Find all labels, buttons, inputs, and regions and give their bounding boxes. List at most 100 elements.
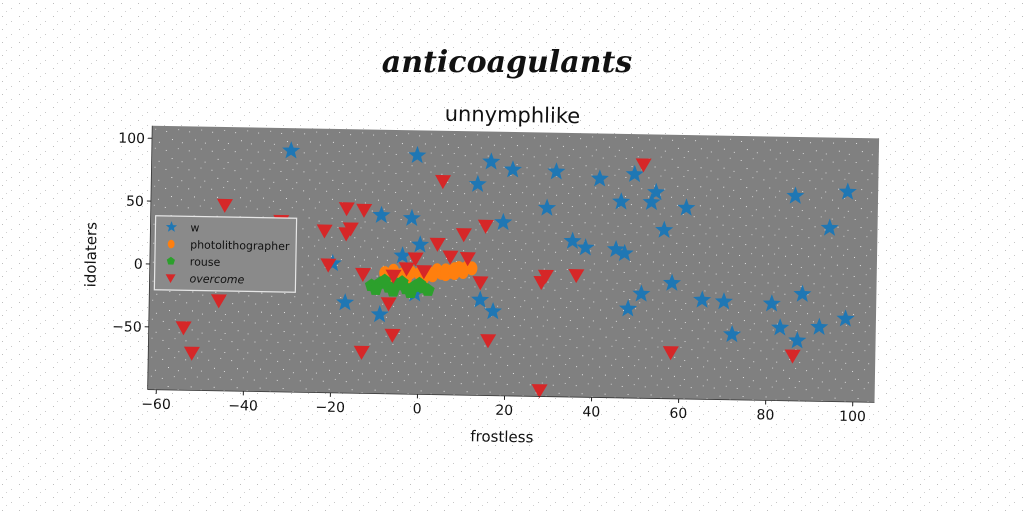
data-point-w [810, 317, 829, 335]
legend-label-w: w [190, 221, 199, 234]
data-point-overcome [459, 252, 476, 267]
data-point-overcome [531, 384, 548, 399]
series-w [282, 141, 857, 349]
data-point-w [468, 174, 487, 192]
data-point-w [402, 208, 421, 227]
data-point-w [606, 240, 625, 258]
x-tick-label: −60 [141, 397, 171, 414]
data-point-rouse [421, 283, 435, 296]
data-point-overcome [455, 228, 472, 243]
x-tick-label: 20 [495, 403, 513, 419]
data-point-photolithographer [427, 268, 439, 283]
data-point-w [786, 186, 805, 204]
data-point-overcome [316, 224, 333, 239]
data-point-w [393, 246, 412, 264]
data-point-overcome [435, 174, 452, 190]
legend-marker-photolithographer [167, 239, 175, 249]
series-rouse [364, 273, 435, 299]
x-tick-label: −20 [315, 400, 345, 417]
data-point-overcome [416, 265, 433, 280]
data-point-w [336, 293, 355, 311]
data-point-rouse [377, 273, 392, 287]
data-point-w [563, 231, 582, 249]
data-point-w [483, 301, 502, 320]
legend: w photolithographer rouse overcome [153, 215, 298, 293]
y-tick-label: −50 [112, 319, 142, 336]
data-point-w [282, 141, 301, 159]
data-point-rouse [369, 282, 383, 295]
y-axis-line [147, 125, 153, 390]
data-point-w [618, 299, 638, 317]
data-point-overcome [398, 262, 415, 277]
x-axis-line [147, 389, 875, 403]
data-point-w [482, 152, 501, 170]
chart-title: anticoagulants [382, 45, 633, 80]
data-point-photolithographer [440, 267, 452, 282]
data-point-w [612, 192, 631, 210]
data-point-w [576, 238, 595, 256]
data-point-w [714, 292, 733, 310]
data-point-photolithographer [457, 264, 469, 279]
data-point-overcome [407, 252, 424, 267]
series-overcome [175, 158, 801, 399]
data-point-w [615, 243, 634, 262]
data-point-overcome [384, 328, 401, 343]
data-point-overcome [784, 349, 801, 364]
data-point-overcome [216, 198, 233, 213]
data-point-w [838, 182, 857, 200]
data-point-w [632, 284, 651, 302]
data-point-overcome [320, 258, 337, 273]
data-point-rouse [395, 275, 409, 288]
data-point-rouse [412, 276, 427, 290]
data-point-w [590, 169, 609, 187]
data-point-w [372, 205, 391, 224]
chart-subtitle: unnymphlike [445, 102, 581, 128]
data-point-w [762, 294, 781, 312]
data-point-overcome [353, 345, 370, 360]
data-point-overcome [355, 267, 372, 282]
data-point-w [537, 198, 557, 216]
data-point-w [647, 182, 666, 201]
legend-marker-rouse [166, 256, 175, 265]
data-point-w [771, 318, 790, 336]
data-point-overcome [356, 203, 373, 218]
data-point-w [547, 162, 566, 180]
legend-frame [153, 215, 298, 293]
data-point-w [793, 284, 812, 302]
y-tick-label: 100 [118, 131, 145, 147]
data-point-w [642, 192, 661, 211]
data-point-overcome [183, 346, 200, 361]
data-point-w [411, 235, 430, 253]
data-point-overcome [537, 269, 554, 284]
data-point-w [655, 220, 674, 238]
data-point-w [723, 324, 742, 343]
plot-speckle [147, 125, 880, 403]
legend-label-overcome: overcome [189, 272, 244, 286]
data-point-overcome [635, 158, 652, 173]
data-point-w [503, 160, 522, 178]
data-point-w [494, 212, 513, 231]
data-point-w [471, 290, 490, 308]
axis-layer: −60 −40 −20 0 20 40 60 80 100 −50 0 50 100 [112, 125, 875, 425]
legend-marker-w [165, 221, 178, 232]
legend-label-rouse: rouse [190, 255, 221, 269]
y-tick-label: 0 [134, 257, 143, 273]
data-point-overcome [477, 219, 494, 234]
marks-layer [175, 141, 857, 399]
legend-entries: w photolithographer rouse overcome [165, 221, 290, 286]
legend-marker-overcome [165, 274, 176, 284]
data-point-photolithographer [466, 261, 478, 276]
data-point-w [370, 305, 389, 323]
data-point-overcome [442, 250, 459, 265]
data-point-w [408, 145, 427, 164]
y-tick-label: 50 [126, 194, 144, 210]
data-point-overcome [480, 334, 497, 349]
plot-group: unnymphlike −60 −40 −20 0 20 40 60 80 100 −50 0 50 1… [81, 102, 880, 446]
data-point-overcome [429, 237, 446, 252]
x-tick-label: 40 [582, 404, 600, 420]
data-point-overcome [662, 346, 679, 361]
y-axis-label: idolaters [81, 222, 100, 288]
x-tick-label: 100 [839, 409, 866, 425]
data-point-overcome [338, 202, 355, 217]
